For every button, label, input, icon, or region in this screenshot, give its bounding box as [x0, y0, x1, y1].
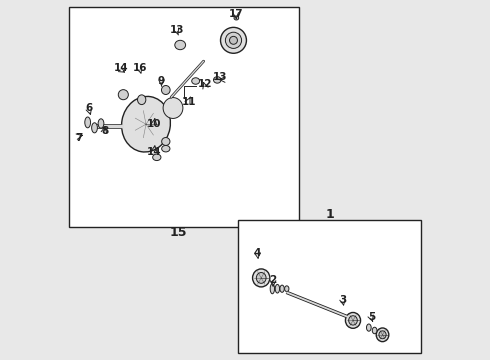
- Ellipse shape: [376, 328, 389, 342]
- Text: 11: 11: [182, 96, 196, 107]
- Ellipse shape: [379, 331, 386, 339]
- Ellipse shape: [214, 77, 221, 83]
- Ellipse shape: [372, 327, 377, 334]
- Text: 15: 15: [170, 226, 187, 239]
- Text: 9: 9: [158, 76, 165, 86]
- Ellipse shape: [162, 145, 170, 152]
- Ellipse shape: [345, 312, 361, 328]
- Ellipse shape: [270, 284, 274, 294]
- Text: 6: 6: [85, 103, 93, 113]
- Text: 2: 2: [270, 275, 277, 285]
- Ellipse shape: [122, 96, 171, 152]
- Text: 4: 4: [254, 248, 261, 258]
- Ellipse shape: [162, 138, 170, 145]
- Ellipse shape: [285, 286, 289, 292]
- Ellipse shape: [220, 27, 246, 53]
- Text: 13: 13: [170, 25, 185, 35]
- Ellipse shape: [98, 119, 104, 128]
- Ellipse shape: [153, 154, 161, 161]
- FancyBboxPatch shape: [69, 7, 299, 227]
- Text: 8: 8: [101, 126, 108, 136]
- Ellipse shape: [85, 117, 91, 128]
- Ellipse shape: [280, 285, 284, 292]
- Text: 12: 12: [197, 78, 212, 89]
- Ellipse shape: [367, 324, 371, 331]
- Ellipse shape: [349, 316, 357, 325]
- Ellipse shape: [118, 90, 128, 100]
- Text: 10: 10: [147, 119, 162, 129]
- Text: 7: 7: [76, 132, 83, 143]
- Ellipse shape: [162, 86, 170, 95]
- Text: 16: 16: [133, 63, 147, 73]
- Text: 1: 1: [325, 208, 334, 221]
- Ellipse shape: [175, 40, 186, 50]
- Text: 13: 13: [213, 72, 228, 82]
- Ellipse shape: [256, 273, 266, 283]
- Ellipse shape: [92, 123, 98, 133]
- Ellipse shape: [225, 32, 242, 49]
- Ellipse shape: [192, 78, 199, 84]
- Text: 14: 14: [114, 63, 128, 73]
- Ellipse shape: [138, 95, 146, 105]
- Ellipse shape: [234, 16, 239, 20]
- Ellipse shape: [163, 98, 183, 118]
- Text: 17: 17: [229, 9, 244, 19]
- FancyBboxPatch shape: [238, 220, 421, 353]
- Ellipse shape: [229, 36, 238, 44]
- Ellipse shape: [275, 284, 280, 293]
- Text: 14: 14: [147, 147, 162, 157]
- Text: 3: 3: [339, 294, 346, 305]
- Ellipse shape: [252, 269, 270, 287]
- Text: 5: 5: [368, 312, 375, 322]
